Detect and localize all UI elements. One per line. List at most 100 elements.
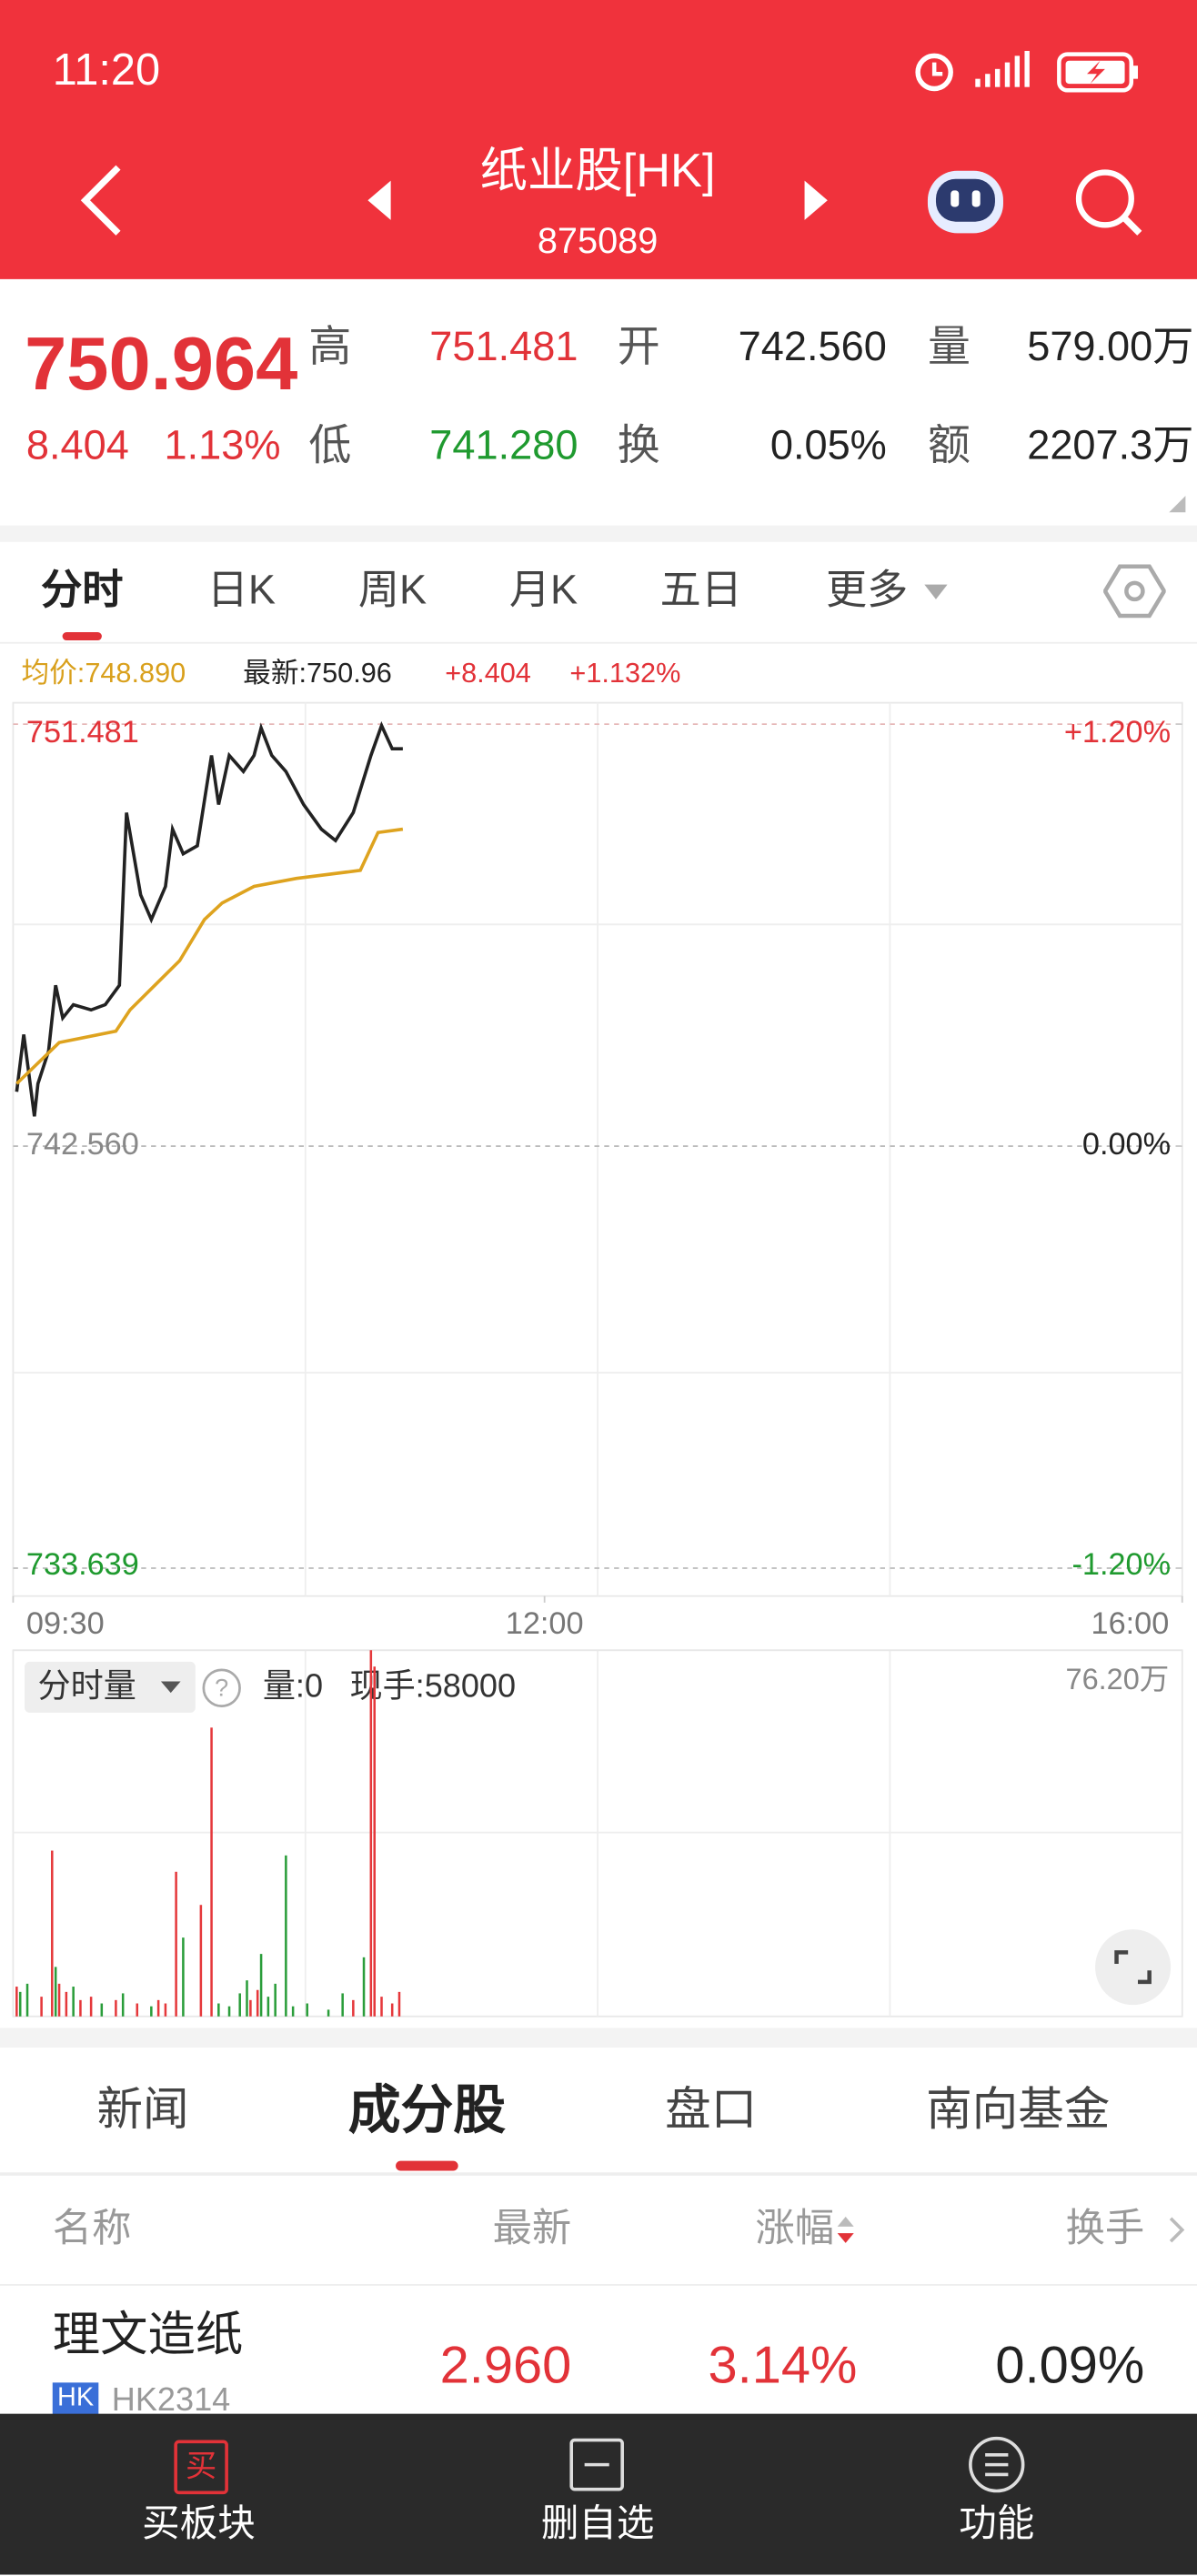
separator — [0, 2028, 1197, 2048]
volume-title[interactable]: 分时量 — [38, 1666, 136, 1704]
tab[interactable]: 月K — [508, 567, 578, 614]
section-indicator — [396, 2160, 458, 2171]
volume-bar — [57, 1983, 61, 2017]
price: 750.964 — [25, 320, 298, 406]
nav-item[interactable]: 买板块 — [142, 2501, 256, 2545]
series-line — [15, 827, 404, 1085]
divider — [0, 2172, 1197, 2176]
remove-icon[interactable] — [567, 2435, 632, 2494]
stock-name[interactable]: 理文造纸 — [52, 2309, 244, 2362]
help-icon[interactable]: ? — [215, 1674, 228, 1702]
header-title: 纸业股[HK] — [479, 145, 716, 198]
y-tick-label: 751.481 — [26, 715, 139, 750]
header-bar — [0, 0, 1197, 279]
y2-tick-label: -1.20% — [1071, 1547, 1171, 1582]
volume-bar — [380, 1997, 383, 2017]
divider — [0, 641, 1197, 644]
nav-item[interactable]: 功能 — [959, 2501, 1035, 2545]
label: 低 — [308, 420, 352, 470]
header-icons[interactable] — [834, 2210, 1195, 2249]
volume-bar — [373, 1666, 376, 2017]
volume-bar — [121, 1993, 125, 2017]
volume-bar — [246, 1980, 248, 2017]
series-line — [15, 720, 403, 1117]
volume-selector[interactable] — [25, 1661, 196, 1713]
value: 751.481 — [429, 324, 578, 371]
label: 开 — [617, 321, 660, 371]
stock-latest: 2.960 — [439, 2335, 572, 2394]
dropdown-arrow[interactable] — [160, 1681, 181, 1694]
label: 高 — [308, 321, 352, 371]
change-pct: 1.13% — [164, 422, 281, 469]
header-code: 875089 — [537, 219, 659, 262]
section-tab[interactable]: 成分股 — [347, 2080, 507, 2140]
volume-bar — [362, 1957, 366, 2017]
legend-average: 均价:748.890 — [21, 657, 186, 689]
volume-bar — [274, 1983, 277, 2017]
tab-icons[interactable] — [920, 575, 1117, 624]
volume-bar — [65, 1991, 68, 2017]
value: 2207.3万 — [1027, 422, 1194, 469]
column-header[interactable]: 涨幅 — [755, 2207, 835, 2251]
settings-icon[interactable] — [1103, 561, 1166, 620]
volume-bar — [40, 1997, 43, 2017]
volume-bar — [390, 2003, 394, 2017]
corner — [1169, 496, 1186, 513]
volume-bar — [18, 1991, 22, 2017]
volume-bar — [210, 1727, 213, 2017]
help-circle[interactable] — [202, 1668, 241, 1707]
volume-bar — [115, 1999, 117, 2017]
volume-bar — [306, 2003, 308, 2017]
y-tick-label: 76.20万 — [1066, 1663, 1170, 1696]
volume-bar — [217, 2003, 220, 2017]
volume-bar — [227, 2006, 231, 2017]
volume-bar — [51, 1850, 54, 2017]
label: 量 — [927, 321, 971, 371]
column-header: 名称 — [52, 2207, 132, 2251]
buy-icon[interactable]: 买 — [174, 2440, 228, 2495]
y2-tick-label: 0.00% — [1082, 1127, 1171, 1162]
volume-bar — [369, 1650, 373, 2017]
nav-item[interactable]: 删自选 — [540, 2501, 655, 2545]
value: 579.00万 — [1027, 324, 1194, 371]
column-header[interactable]: 换手 — [1065, 2207, 1145, 2251]
section-tab[interactable]: 盘口 — [665, 2083, 758, 2135]
stock-turnover: 0.09% — [995, 2335, 1145, 2394]
x-tick-label: 09:30 — [26, 1606, 105, 1641]
section-tab[interactable]: 南向基金 — [926, 2083, 1111, 2135]
column-header[interactable]: 最新 — [492, 2207, 572, 2251]
tab[interactable]: 分时 — [41, 567, 124, 614]
label: 额 — [927, 420, 971, 470]
tab[interactable]: 日K — [206, 567, 276, 614]
tab[interactable]: 五日 — [659, 567, 742, 614]
volume-bar — [327, 2009, 330, 2017]
tab[interactable]: 更多 — [826, 567, 909, 614]
volume-bar — [267, 1997, 270, 2017]
value: 0.05% — [770, 422, 887, 469]
volume-bar — [15, 1987, 18, 2017]
x-tick-label: 16:00 — [1091, 1606, 1170, 1641]
volume-bar — [150, 2006, 153, 2017]
stock-change: 3.14% — [708, 2335, 858, 2394]
tab-indicator — [62, 632, 102, 641]
volume-bar — [164, 2003, 167, 2017]
volume-bar — [54, 1967, 57, 2017]
volume-bar — [100, 2003, 104, 2017]
section-tab[interactable]: 新闻 — [96, 2083, 189, 2135]
expand-button[interactable] — [1095, 1929, 1172, 2006]
header-icons[interactable] — [0, 131, 1197, 278]
volume-bar — [238, 1993, 241, 2017]
menu-icon[interactable] — [965, 2435, 1031, 2494]
volume-label: 量:0 — [263, 1666, 323, 1704]
tab[interactable]: 周K — [357, 567, 428, 614]
volume-bar — [182, 1937, 185, 2017]
volume-bar — [397, 1991, 401, 2017]
value: 741.280 — [429, 422, 578, 469]
legend-latest: 最新:750.96 — [243, 657, 392, 689]
expand-icon[interactable] — [1114, 1950, 1152, 1985]
divider — [0, 2284, 1197, 2286]
x-tick-label: 12:00 — [506, 1606, 584, 1641]
